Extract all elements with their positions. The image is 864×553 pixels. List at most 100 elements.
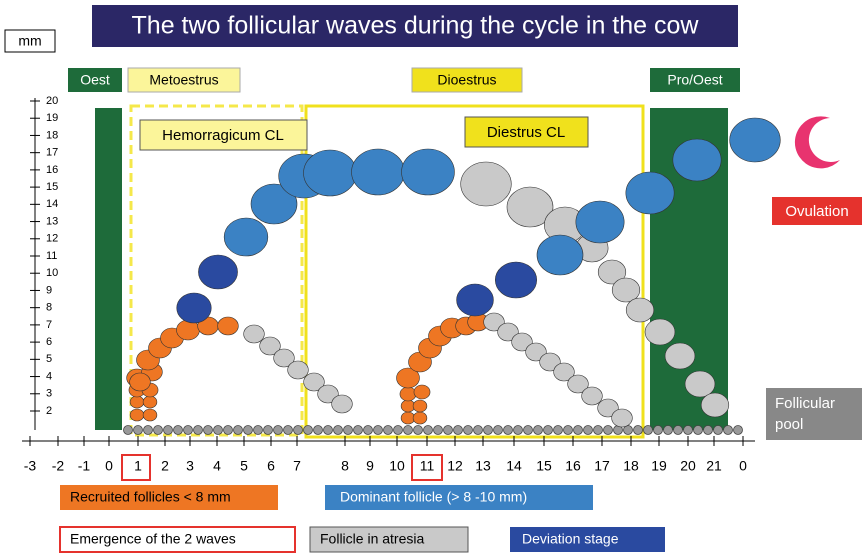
follicle (729, 117, 781, 163)
x-tick-label: 0 (739, 458, 747, 474)
y-tick-label: 6 (46, 336, 52, 348)
x-tick-label: 8 (341, 458, 349, 474)
pool-follicle (563, 425, 573, 435)
y-tick-label: 9 (46, 284, 52, 296)
legend-label: Emergence of the 2 waves (70, 531, 236, 547)
pool-follicle (453, 425, 463, 435)
pool-follicle (703, 425, 713, 435)
pool-follicle (343, 425, 353, 435)
pool-follicle (573, 425, 583, 435)
pool-follicle (363, 425, 373, 435)
x-tick-label: 2 (161, 458, 169, 474)
follicle (644, 318, 676, 346)
emergence-mark (121, 454, 151, 481)
x-tick-label: 10 (389, 458, 405, 474)
ovulation-label: Ovulation (785, 203, 848, 220)
follicle (142, 395, 158, 409)
x-tick-label: -2 (52, 458, 65, 474)
y-tick-label: 18 (46, 129, 58, 141)
x-tick-label: -1 (78, 458, 91, 474)
pool-follicle (383, 425, 393, 435)
pool-follicle (123, 425, 133, 435)
follicle (223, 217, 269, 257)
pool-follicle (483, 425, 493, 435)
pool-follicle (243, 425, 253, 435)
x-tick-label: 9 (366, 458, 374, 474)
x-tick-label: 20 (680, 458, 696, 474)
y-tick-label: 19 (46, 112, 58, 124)
pool-follicle (503, 425, 513, 435)
legend-atresia (309, 526, 469, 553)
follicle (273, 348, 295, 368)
pool-follicle (713, 425, 723, 435)
follicle (536, 234, 584, 276)
pool-follicle (423, 425, 433, 435)
follicle (142, 408, 158, 422)
x-tick-label: 14 (506, 458, 522, 474)
follicle (625, 171, 675, 215)
x-tick-label: 19 (651, 458, 667, 474)
pool-follicle (393, 425, 403, 435)
legend-deviation (510, 527, 665, 552)
legend-label: Dominant follicle (> 8 -10 mm) (340, 489, 527, 505)
y-tick-label: 14 (46, 198, 58, 210)
x-tick-label: 12 (447, 458, 463, 474)
y-tick-label: 3 (46, 388, 52, 400)
y-tick-label: 10 (46, 267, 58, 279)
pool-follicle (193, 425, 203, 435)
follicle (401, 148, 455, 196)
legend-label: Recruited follicles < 8 mm (70, 489, 231, 505)
pro-oest-box (650, 68, 740, 92)
pool-follicle (693, 425, 703, 435)
pool-follicle (233, 425, 243, 435)
pool-follicle (603, 425, 613, 435)
pool-follicle (493, 425, 503, 435)
hemorragicum-label: Hemorragicum CL (162, 127, 284, 144)
pool-follicle (333, 425, 343, 435)
follicle (494, 261, 537, 299)
follicle (176, 292, 212, 324)
y-tick-label: 11 (46, 250, 57, 262)
follicle (331, 394, 353, 414)
y-tick-label: 15 (46, 181, 58, 193)
pool-follicle (733, 425, 743, 435)
follicle (351, 148, 405, 196)
pool-follicle (353, 425, 363, 435)
hemorragicum-box (139, 119, 308, 151)
follicle (259, 336, 281, 356)
y-tick-label: 8 (46, 302, 52, 314)
follicle (575, 200, 625, 244)
metoestrus-frame (129, 104, 304, 437)
follicle (511, 332, 533, 352)
follicle (506, 186, 554, 228)
title-box (92, 5, 738, 47)
follicle (483, 312, 505, 332)
dioestrus-box (411, 67, 523, 93)
dioestrus-cl-label: Diestrus CL (487, 124, 565, 141)
pool-follicle (273, 425, 283, 435)
metoestrus-box (127, 67, 241, 93)
unit: mm (18, 33, 41, 49)
legend-emergence (59, 526, 296, 553)
follicle (664, 342, 696, 370)
pool-label: pool (775, 416, 803, 433)
y-tick-label: 12 (46, 233, 58, 245)
ovulation-box (772, 197, 862, 225)
pool-follicle (673, 425, 683, 435)
pool-label: Follicular (775, 395, 835, 412)
x-tick-label: 1 (134, 458, 142, 474)
y-tick-label: 20 (46, 95, 58, 107)
pool-follicle (553, 425, 563, 435)
follicle (412, 411, 428, 425)
x-tick-label: 15 (536, 458, 552, 474)
legend-label: Deviation stage (522, 531, 619, 547)
x-tick-label: 6 (267, 458, 275, 474)
pool-follicle (173, 425, 183, 435)
x-tick-label: 3 (186, 458, 194, 474)
x-tick-label: 21 (706, 458, 722, 474)
follicle (129, 408, 145, 422)
pool-follicle (443, 425, 453, 435)
follicle (129, 372, 151, 392)
